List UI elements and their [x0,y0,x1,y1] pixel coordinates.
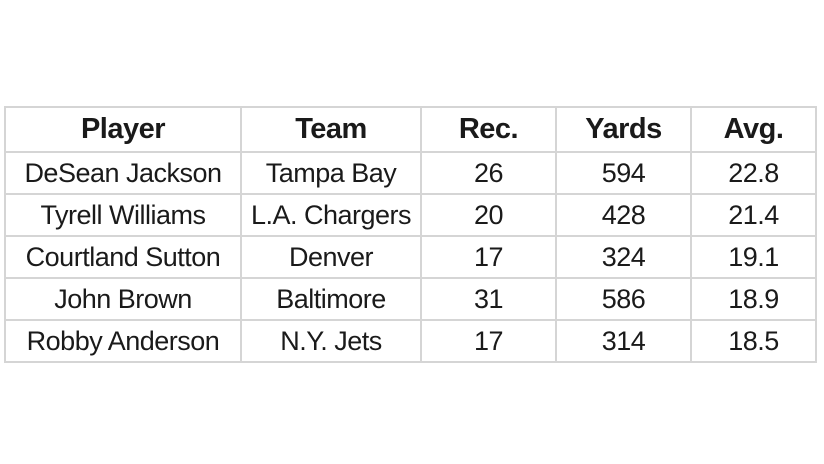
yards-cell: 586 [555,277,692,321]
column-header-average: Avg. [690,106,817,153]
yards-cell: 428 [555,193,692,237]
column-header-player: Player [4,106,242,153]
team-cell: N.Y. Jets [240,319,422,363]
yards-cell: 314 [555,319,692,363]
column-header-yards: Yards [555,106,692,153]
receptions-cell: 17 [420,319,557,363]
player-name-cell: John Brown [4,277,242,321]
team-cell: Denver [240,235,422,279]
average-cell: 22.8 [690,151,817,195]
receptions-cell: 20 [420,193,557,237]
average-cell: 19.1 [690,235,817,279]
table-row: John Brown Baltimore 31 586 18.9 [4,277,817,321]
team-cell: Baltimore [240,277,422,321]
team-cell: L.A. Chargers [240,193,422,237]
average-cell: 18.5 [690,319,817,363]
average-cell: 21.4 [690,193,817,237]
table-row: Courtland Sutton Denver 17 324 19.1 [4,235,817,279]
player-name-cell: Robby Anderson [4,319,242,363]
average-cell: 18.9 [690,277,817,321]
player-name-cell: DeSean Jackson [4,151,242,195]
header-row: Player Team Rec. Yards Avg. [4,106,817,153]
receptions-cell: 26 [420,151,557,195]
column-header-team: Team [240,106,422,153]
receptions-cell: 17 [420,235,557,279]
table-row: Robby Anderson N.Y. Jets 17 314 18.5 [4,319,817,363]
yards-cell: 594 [555,151,692,195]
column-header-receptions: Rec. [420,106,557,153]
receiving-stats-table: Player Team Rec. Yards Avg. DeSean Jacks… [4,106,817,363]
table-row: Tyrell Williams L.A. Chargers 20 428 21.… [4,193,817,237]
team-cell: Tampa Bay [240,151,422,195]
table-row: DeSean Jackson Tampa Bay 26 594 22.8 [4,151,817,195]
yards-cell: 324 [555,235,692,279]
receptions-cell: 31 [420,277,557,321]
player-name-cell: Tyrell Williams [4,193,242,237]
player-name-cell: Courtland Sutton [4,235,242,279]
